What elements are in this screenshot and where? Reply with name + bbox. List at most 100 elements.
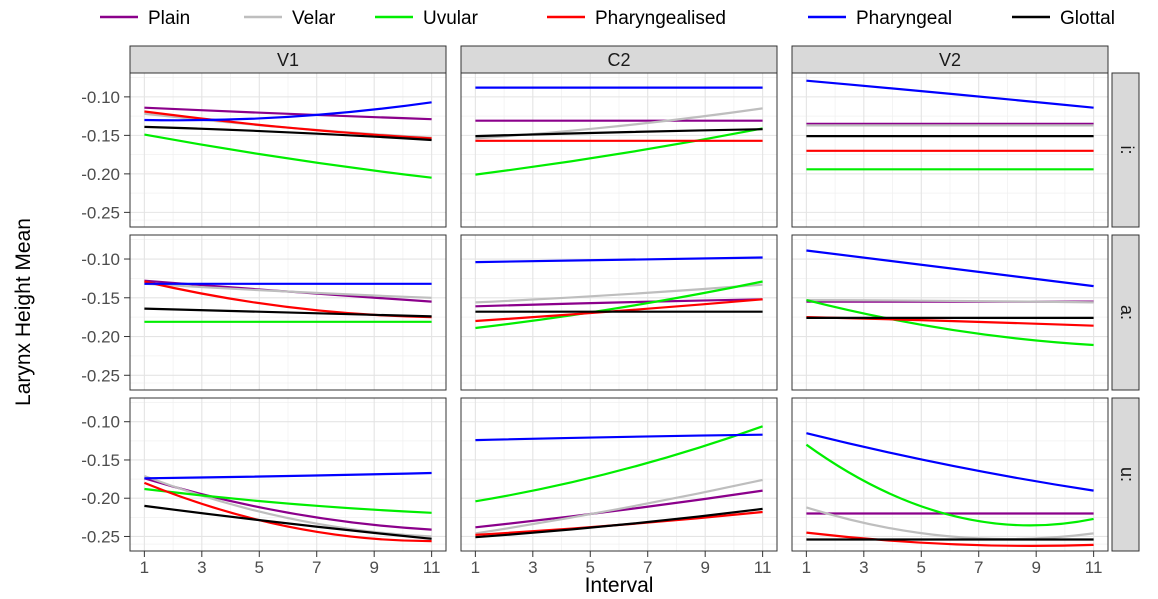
strip-row-2 (1111, 397, 1140, 552)
series-line-glottal (144, 504, 432, 540)
legend-item-pharyngealised: Pharyngealised (547, 8, 726, 29)
series-line-glottal (475, 507, 763, 539)
series-line-uvular (805, 443, 1094, 527)
series-line-velar (475, 283, 763, 304)
y-tick-label: -0.15 (81, 126, 120, 145)
strip-v2 (791, 45, 1109, 74)
legend-label: Pharyngealised (595, 8, 726, 29)
x-axis-title: Interval (585, 574, 654, 597)
legend-item-glottal: Glottal (1012, 8, 1115, 29)
y-tick-label: -0.10 (81, 413, 120, 432)
panel-c2-0 (460, 72, 778, 228)
series-line-uvular (475, 425, 763, 503)
x-tick-label: 1 (802, 558, 811, 577)
panel-c2-2 (460, 397, 778, 552)
x-tick-label: 11 (754, 558, 772, 577)
y-tick-label: -0.15 (81, 451, 120, 470)
series-line-glottal (144, 125, 432, 142)
series-line-pharyngeal (475, 433, 763, 442)
series-line-plain (144, 106, 432, 121)
row-strips: i: a: u: (1111, 72, 1140, 552)
x-tick-label: 7 (974, 558, 983, 577)
series-line-velar (806, 506, 1094, 541)
series-line-glottal (144, 307, 432, 318)
legend-label: Velar (292, 8, 336, 29)
x-tick-label: 7 (312, 558, 321, 577)
series-line-pharyngealised (806, 531, 1094, 547)
panel-c2-1 (460, 234, 778, 391)
x-tick-label: 9 (1031, 558, 1040, 577)
strip-row-label-2: u: (1117, 467, 1137, 482)
panel-v1-0 (129, 72, 447, 228)
y-tick-label: -0.10 (81, 88, 120, 107)
y-tick-label: -0.20 (81, 165, 120, 184)
series-line-uvular (475, 280, 763, 330)
panel-border (460, 234, 778, 391)
series-line-uvular (144, 487, 432, 514)
legend-item-uvular: Uvular (375, 8, 479, 29)
x-tick-label: 11 (1085, 558, 1103, 577)
panel-border (129, 72, 447, 228)
strip-c2 (460, 45, 778, 74)
column-strips: V1 C2 V2 (129, 45, 1109, 74)
x-tick-label: 3 (859, 558, 868, 577)
legend-item-velar: Velar (244, 8, 336, 29)
y-tick-label: -0.20 (81, 328, 120, 347)
series-line-pharyngealised (144, 110, 432, 140)
series-line-pharyngeal (144, 101, 432, 122)
series-line-glottal (475, 128, 763, 138)
legend-item-plain: Plain (100, 8, 190, 29)
y-tick-label: -0.15 (81, 289, 120, 308)
series-line-pharyngeal (475, 256, 763, 264)
panel-v2-1 (791, 234, 1109, 391)
series-line-pharyngeal (806, 432, 1094, 492)
x-tick-label: 3 (528, 558, 537, 577)
x-axes: 1 3 5 7 9 11 1 3 5 7 9 11 1 3 5 7 9 11 (140, 551, 1103, 577)
y-tick-label: -0.25 (81, 366, 120, 385)
x-tick-label: 9 (369, 558, 378, 577)
panel-v2-0 (791, 72, 1109, 228)
y-axes: -0.10 -0.15 -0.20 -0.25 -0.10 -0.15 -0.20 -0.25… (81, 88, 130, 546)
x-tick-label: 1 (140, 558, 149, 577)
series-line-pharyngealised (143, 481, 432, 543)
strip-row-label-1: a: (1117, 305, 1137, 320)
panel-border (460, 72, 778, 228)
panel-border (460, 397, 778, 552)
legend-label: Plain (148, 8, 190, 29)
series-line-uvular (475, 127, 763, 176)
x-tick-label: 5 (917, 558, 926, 577)
strip-label-v1: V1 (277, 50, 299, 70)
legend-label: Uvular (423, 8, 479, 29)
series-line-velar (475, 478, 763, 535)
series-line-pharyngeal (806, 79, 1094, 109)
strip-row-1 (1111, 234, 1140, 391)
x-tick-label: 5 (255, 558, 264, 577)
x-tick-label: 7 (643, 558, 652, 577)
panel-border (129, 234, 447, 391)
panel-border (791, 72, 1109, 228)
legend-label: Pharyngeal (856, 8, 952, 29)
panel-v1-2 (129, 397, 447, 552)
legend-item-pharyngeal: Pharyngeal (808, 8, 952, 29)
x-tick-label: 11 (423, 558, 441, 577)
panel-v1-1 (129, 234, 447, 391)
panel-border (129, 397, 447, 552)
series-line-plain (475, 489, 763, 529)
series-line-velar (144, 282, 432, 299)
strip-label-c2: C2 (607, 50, 630, 70)
x-tick-label: 5 (586, 558, 595, 577)
series-line-uvular (144, 133, 432, 179)
series-line-pharyngeal (806, 249, 1094, 288)
series-line-velar (806, 299, 1094, 304)
strip-row-label-0: i: (1117, 146, 1137, 155)
y-tick-label: -0.25 (81, 203, 120, 222)
panel-border (791, 234, 1109, 391)
y-tick-label: -0.25 (81, 527, 120, 546)
x-tick-label: 9 (700, 558, 709, 577)
panel-border (791, 397, 1109, 552)
series-line-uvular (806, 299, 1094, 347)
y-tick-label: -0.20 (81, 489, 120, 508)
series-line-plain (475, 298, 763, 308)
legend-label: Glottal (1060, 8, 1115, 29)
